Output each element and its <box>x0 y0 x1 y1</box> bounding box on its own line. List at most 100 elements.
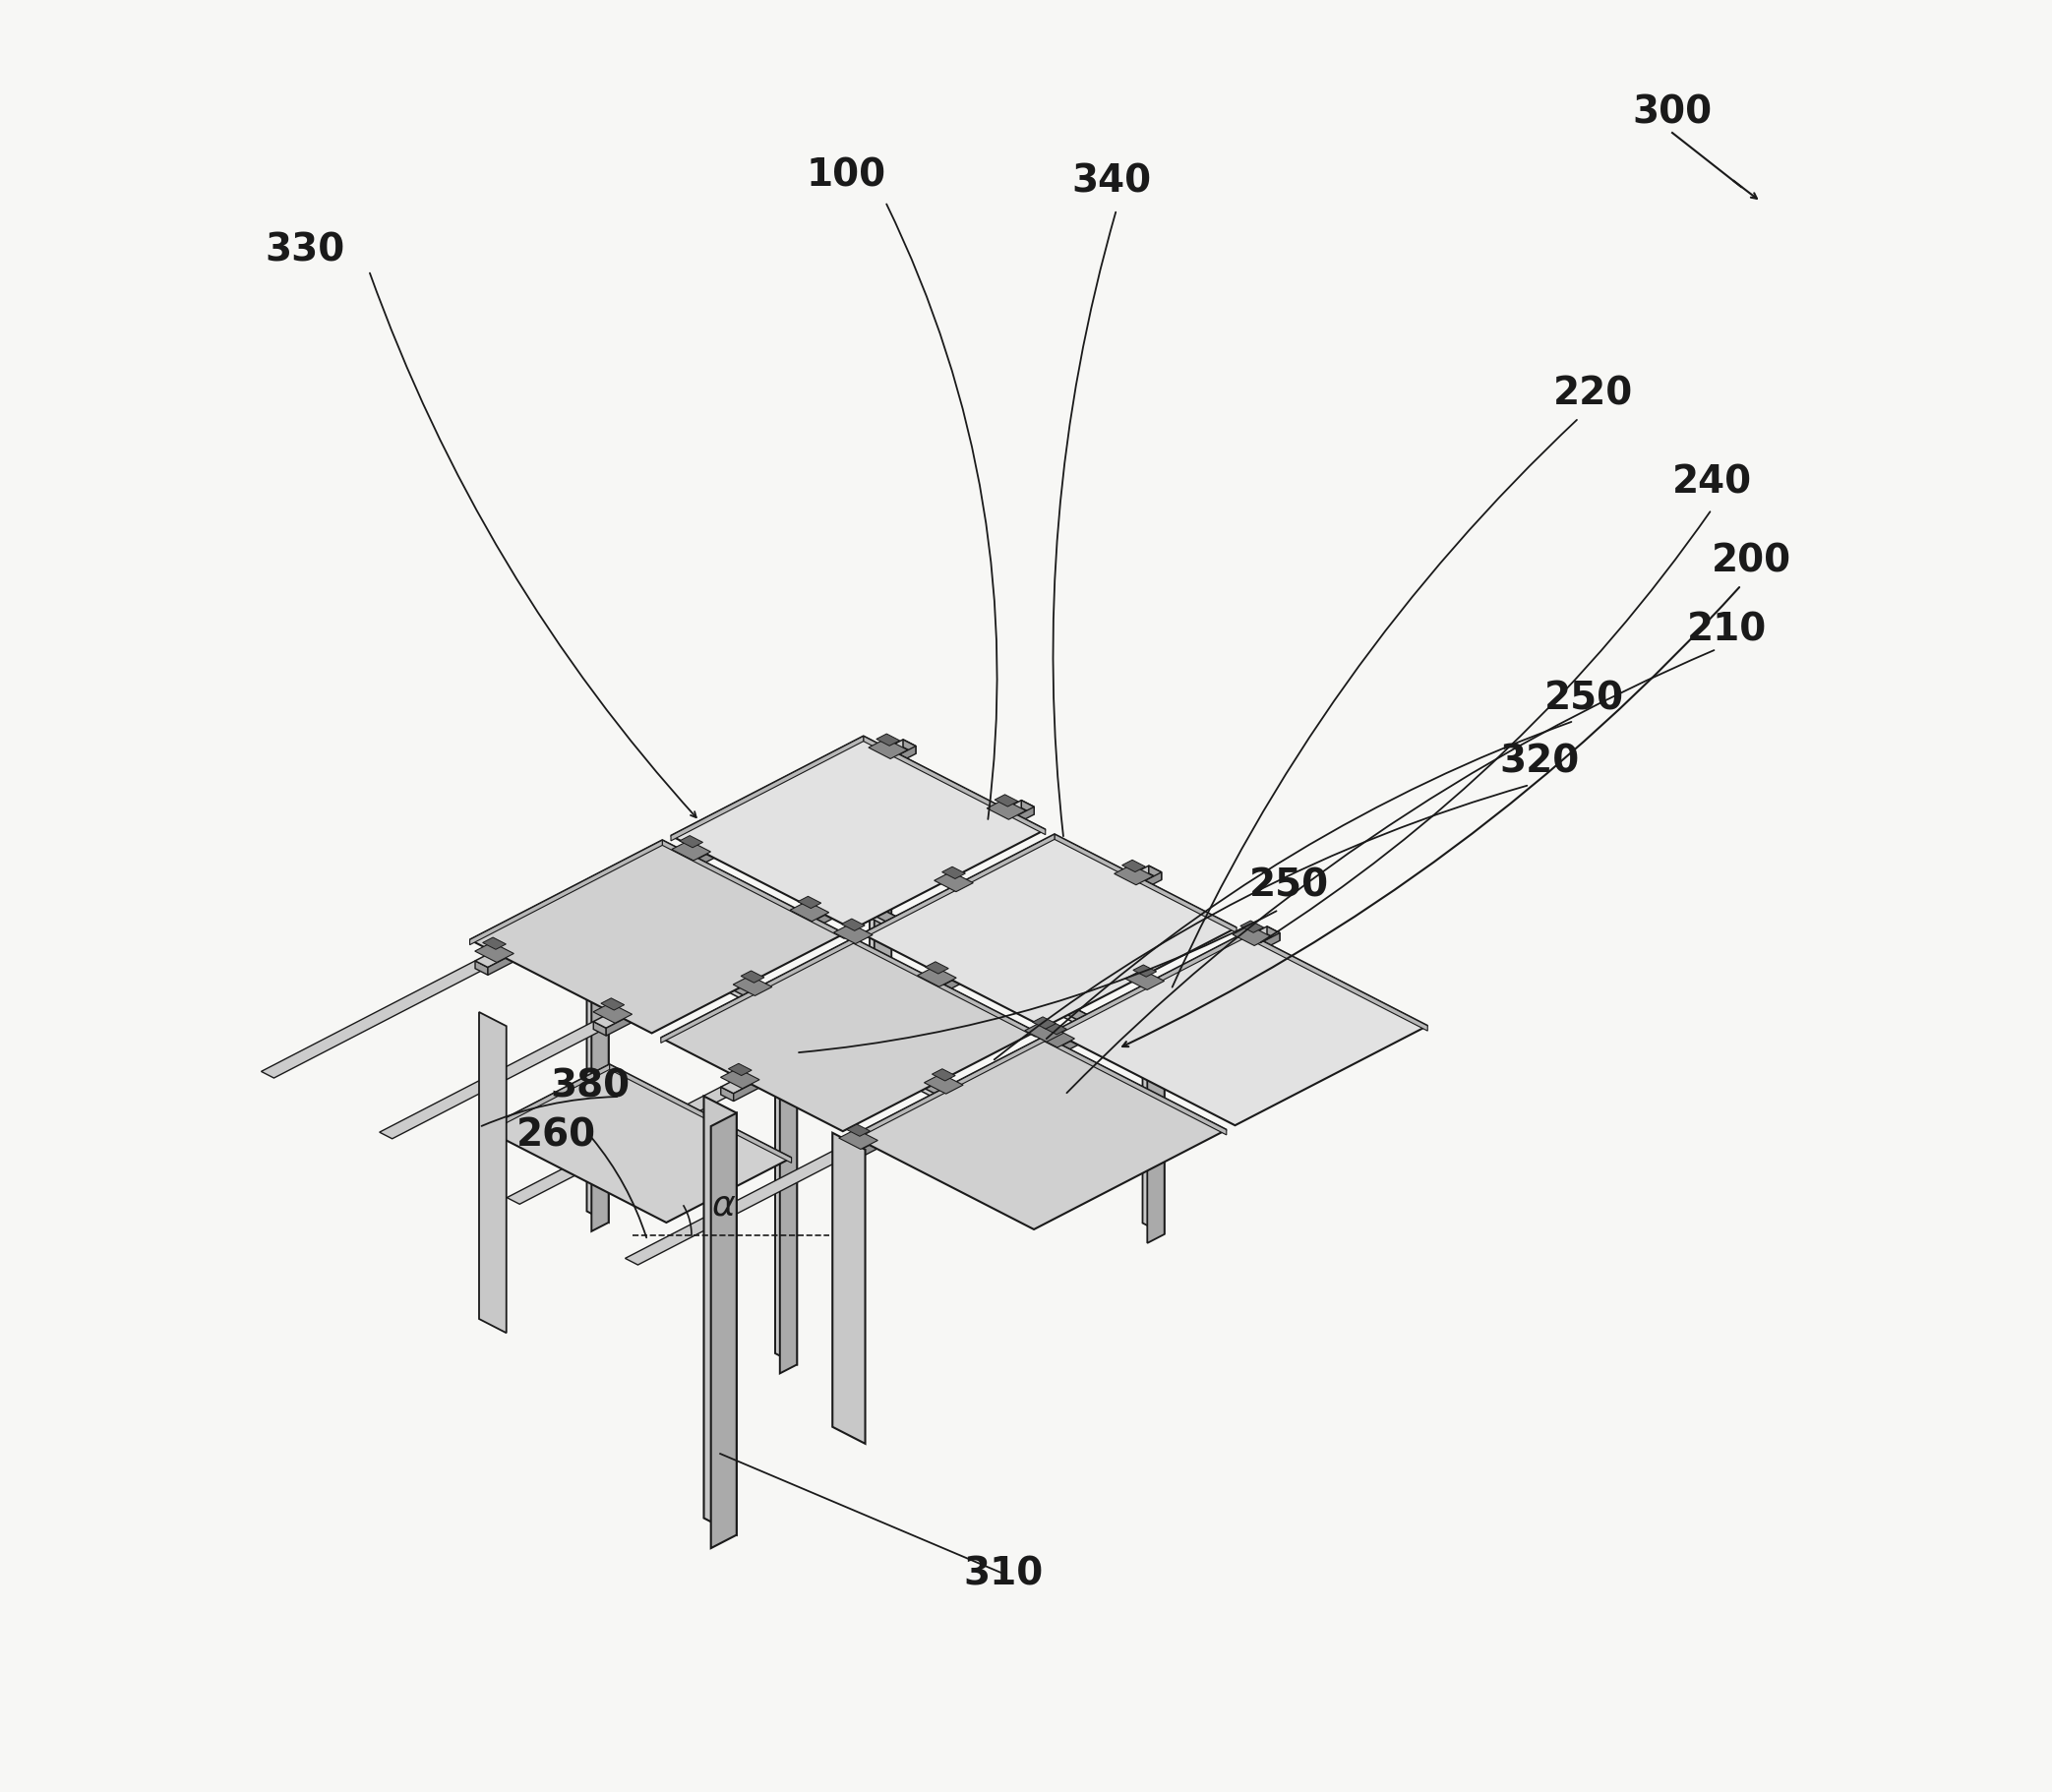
Polygon shape <box>862 835 1055 939</box>
Polygon shape <box>925 962 948 973</box>
Polygon shape <box>1149 866 1161 880</box>
Polygon shape <box>720 1068 759 1088</box>
Polygon shape <box>868 738 907 758</box>
Polygon shape <box>1246 932 1428 1030</box>
Text: 300: 300 <box>1633 95 1711 133</box>
Polygon shape <box>839 1147 852 1161</box>
Polygon shape <box>995 794 1018 806</box>
Polygon shape <box>484 1064 609 1134</box>
Polygon shape <box>903 740 915 754</box>
Polygon shape <box>671 737 1044 928</box>
Polygon shape <box>579 900 1069 1163</box>
Polygon shape <box>839 926 1280 1154</box>
Polygon shape <box>564 900 1069 1159</box>
Polygon shape <box>1124 969 1163 989</box>
Polygon shape <box>704 1097 737 1536</box>
Polygon shape <box>864 737 1044 835</box>
Text: 210: 210 <box>1687 611 1767 649</box>
Polygon shape <box>776 1034 796 1364</box>
Polygon shape <box>1122 860 1145 873</box>
Polygon shape <box>852 934 1280 1161</box>
Polygon shape <box>671 737 864 840</box>
Text: 100: 100 <box>806 156 886 194</box>
Polygon shape <box>874 903 891 1102</box>
Polygon shape <box>720 1088 733 1100</box>
Polygon shape <box>261 961 488 1079</box>
Polygon shape <box>478 1012 507 1333</box>
Polygon shape <box>1233 926 1272 946</box>
Polygon shape <box>833 923 872 944</box>
Text: 260: 260 <box>515 1116 595 1154</box>
Polygon shape <box>661 939 854 1043</box>
Polygon shape <box>876 733 899 745</box>
Polygon shape <box>780 1045 796 1373</box>
Polygon shape <box>1133 964 1157 977</box>
Polygon shape <box>934 871 973 892</box>
Polygon shape <box>917 966 956 987</box>
Polygon shape <box>790 901 829 921</box>
Polygon shape <box>1266 926 1280 941</box>
Text: 340: 340 <box>1071 163 1151 201</box>
Polygon shape <box>854 939 1036 1038</box>
Polygon shape <box>1114 866 1153 885</box>
Polygon shape <box>870 891 891 1095</box>
Polygon shape <box>1239 921 1264 932</box>
Polygon shape <box>847 1124 870 1136</box>
Polygon shape <box>839 1129 878 1149</box>
Text: 250: 250 <box>1250 867 1328 903</box>
Polygon shape <box>932 1068 956 1081</box>
Polygon shape <box>841 919 864 930</box>
Text: $\alpha$: $\alpha$ <box>712 1190 737 1222</box>
Polygon shape <box>476 961 488 975</box>
Polygon shape <box>852 1036 1227 1229</box>
Polygon shape <box>591 993 609 1231</box>
Polygon shape <box>593 1021 605 1036</box>
Polygon shape <box>482 937 507 950</box>
Polygon shape <box>474 943 513 962</box>
Polygon shape <box>626 1147 852 1265</box>
Text: 220: 220 <box>1553 375 1633 412</box>
Polygon shape <box>728 1063 751 1075</box>
Polygon shape <box>663 840 843 939</box>
Polygon shape <box>1022 801 1034 815</box>
Polygon shape <box>380 1021 605 1138</box>
Polygon shape <box>507 1088 733 1204</box>
Polygon shape <box>833 1133 866 1444</box>
Polygon shape <box>987 799 1026 819</box>
Polygon shape <box>1147 1043 1163 1244</box>
Polygon shape <box>720 866 1161 1093</box>
Polygon shape <box>942 867 964 878</box>
Polygon shape <box>852 1036 1044 1142</box>
Text: 310: 310 <box>962 1555 1042 1593</box>
Polygon shape <box>1053 932 1246 1038</box>
Polygon shape <box>1024 1021 1063 1041</box>
Polygon shape <box>710 1113 737 1548</box>
Polygon shape <box>679 835 704 848</box>
Polygon shape <box>1143 1030 1163 1235</box>
Text: 250: 250 <box>1543 679 1623 717</box>
Polygon shape <box>1053 932 1428 1125</box>
Text: 380: 380 <box>550 1068 630 1106</box>
Polygon shape <box>1032 1016 1057 1029</box>
Polygon shape <box>671 840 710 860</box>
Polygon shape <box>733 975 772 996</box>
Polygon shape <box>923 1073 962 1093</box>
Text: 320: 320 <box>1500 744 1580 781</box>
Polygon shape <box>476 740 915 968</box>
Polygon shape <box>609 1064 792 1163</box>
Polygon shape <box>484 1064 792 1222</box>
Polygon shape <box>470 840 843 1034</box>
Polygon shape <box>605 806 1034 1036</box>
Text: 330: 330 <box>265 233 345 269</box>
Polygon shape <box>1044 1023 1067 1034</box>
Polygon shape <box>661 939 1036 1131</box>
Polygon shape <box>593 801 1034 1029</box>
Polygon shape <box>488 745 915 975</box>
Polygon shape <box>1055 835 1237 934</box>
Polygon shape <box>720 826 1213 1090</box>
Polygon shape <box>741 971 763 982</box>
Text: 240: 240 <box>1672 464 1752 500</box>
Polygon shape <box>1036 1027 1075 1048</box>
Text: 200: 200 <box>1711 541 1791 579</box>
Polygon shape <box>1044 1036 1227 1134</box>
